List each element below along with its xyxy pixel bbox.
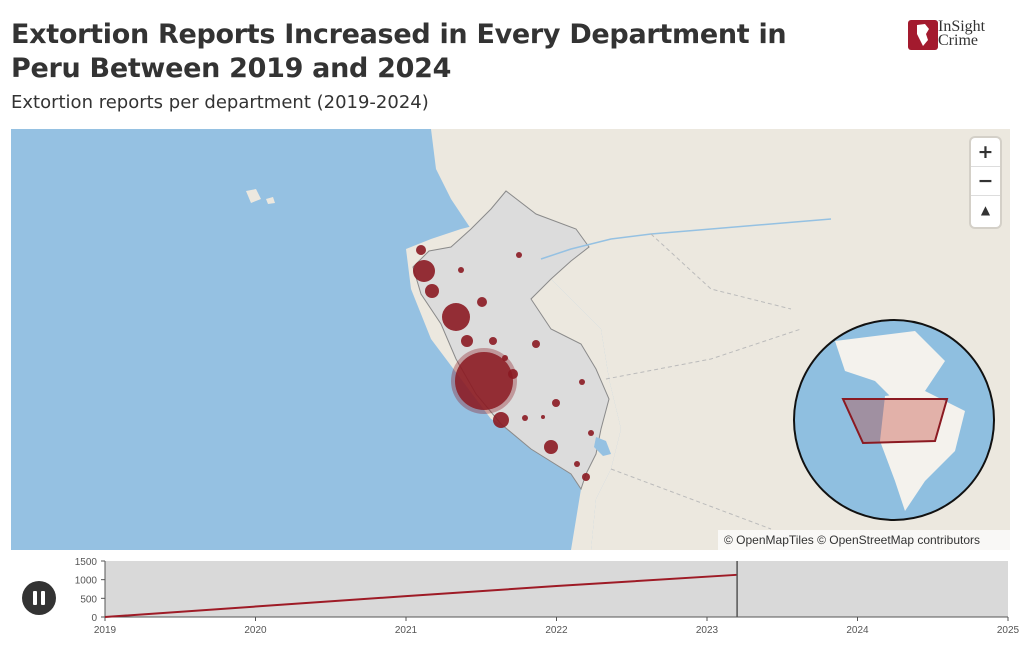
page-subtitle: Extortion reports per department (2019-2… bbox=[11, 92, 429, 113]
logo-text-line1: InSight bbox=[938, 18, 986, 35]
logo-mark-icon bbox=[908, 20, 938, 50]
inset-view-box bbox=[841, 398, 949, 445]
pause-icon bbox=[33, 591, 37, 605]
bubble-lambayeque[interactable] bbox=[425, 284, 439, 298]
x-tick-label: 2021 bbox=[395, 625, 418, 636]
map-basemap bbox=[246, 129, 1010, 550]
y-tick-label: 500 bbox=[80, 594, 97, 605]
x-tick-label: 2022 bbox=[545, 625, 568, 636]
bubble-ancash[interactable] bbox=[461, 335, 473, 347]
timeline-plot-area[interactable] bbox=[105, 561, 1008, 617]
bubble-cajamarca[interactable] bbox=[477, 297, 487, 307]
bubble-ucayali[interactable] bbox=[532, 340, 540, 348]
inset-south-america bbox=[880, 391, 965, 511]
bubble-ayacucho[interactable] bbox=[522, 415, 528, 421]
bubble-tumbes[interactable] bbox=[416, 245, 426, 255]
country-borders bbox=[605, 233, 802, 530]
bubble-loreto[interactable] bbox=[516, 252, 522, 258]
bubble-cusco[interactable] bbox=[552, 399, 560, 407]
logo-text-line2: Crime bbox=[938, 32, 978, 49]
reset-north-button[interactable]: ▲ bbox=[980, 203, 991, 217]
bubble-lima[interactable] bbox=[451, 348, 517, 414]
pause-button[interactable] bbox=[22, 581, 56, 615]
galapagos-islands bbox=[246, 189, 275, 204]
insight-crime-logo: InSight Crime bbox=[908, 19, 1000, 52]
bubble-apurimac[interactable] bbox=[541, 415, 545, 419]
bubble-ica[interactable] bbox=[493, 412, 509, 428]
bubble-tacna[interactable] bbox=[582, 473, 590, 481]
inset-north-america bbox=[835, 331, 945, 401]
map-canvas[interactable]: + − ▲ © OpenMapTiles © OpenStreetMap con… bbox=[11, 129, 1010, 550]
bubble-junin[interactable] bbox=[508, 369, 518, 379]
map-attribution[interactable]: © OpenMapTiles © OpenStreetMap contribut… bbox=[718, 530, 1010, 550]
x-tick-label: 2019 bbox=[94, 625, 117, 636]
lake-titicaca bbox=[594, 437, 611, 456]
zoom-controls: + − ▲ bbox=[971, 138, 1000, 227]
y-tick-label: 1500 bbox=[75, 557, 98, 568]
x-tick-label: 2020 bbox=[244, 625, 267, 636]
page-title: Extortion Reports Increased in Every Dep… bbox=[11, 19, 787, 84]
bubble-puno[interactable] bbox=[588, 430, 594, 436]
bubble-moquegua[interactable] bbox=[574, 461, 580, 467]
x-tick-label: 2023 bbox=[696, 625, 719, 636]
bubble-san-martin[interactable] bbox=[489, 337, 497, 345]
bubble-pasco[interactable] bbox=[502, 355, 508, 361]
x-tick-label: 2025 bbox=[997, 625, 1020, 636]
series-line-reports bbox=[104, 573, 738, 618]
bubble-arequipa[interactable] bbox=[544, 440, 558, 454]
globe-inset bbox=[793, 319, 995, 521]
bubble-piura[interactable] bbox=[413, 260, 435, 282]
zoom-out-button[interactable]: − bbox=[971, 167, 1000, 196]
land-central-america bbox=[521, 129, 631, 159]
timeline-control: 1500 1000 500 0 2019 2020 2021 2022 2023 2024 2025 bbox=[0, 556, 1020, 650]
y-tick-label: 1000 bbox=[75, 576, 98, 587]
y-tick-label: 0 bbox=[91, 613, 97, 624]
bubble-la-libertad[interactable] bbox=[442, 303, 470, 331]
bubble-amazonas[interactable] bbox=[458, 267, 464, 273]
x-tick-label: 2024 bbox=[846, 625, 869, 636]
zoom-in-button[interactable]: + bbox=[971, 138, 1000, 167]
bubble-madre-de-dios[interactable] bbox=[579, 379, 585, 385]
bubble-layer bbox=[413, 245, 594, 481]
